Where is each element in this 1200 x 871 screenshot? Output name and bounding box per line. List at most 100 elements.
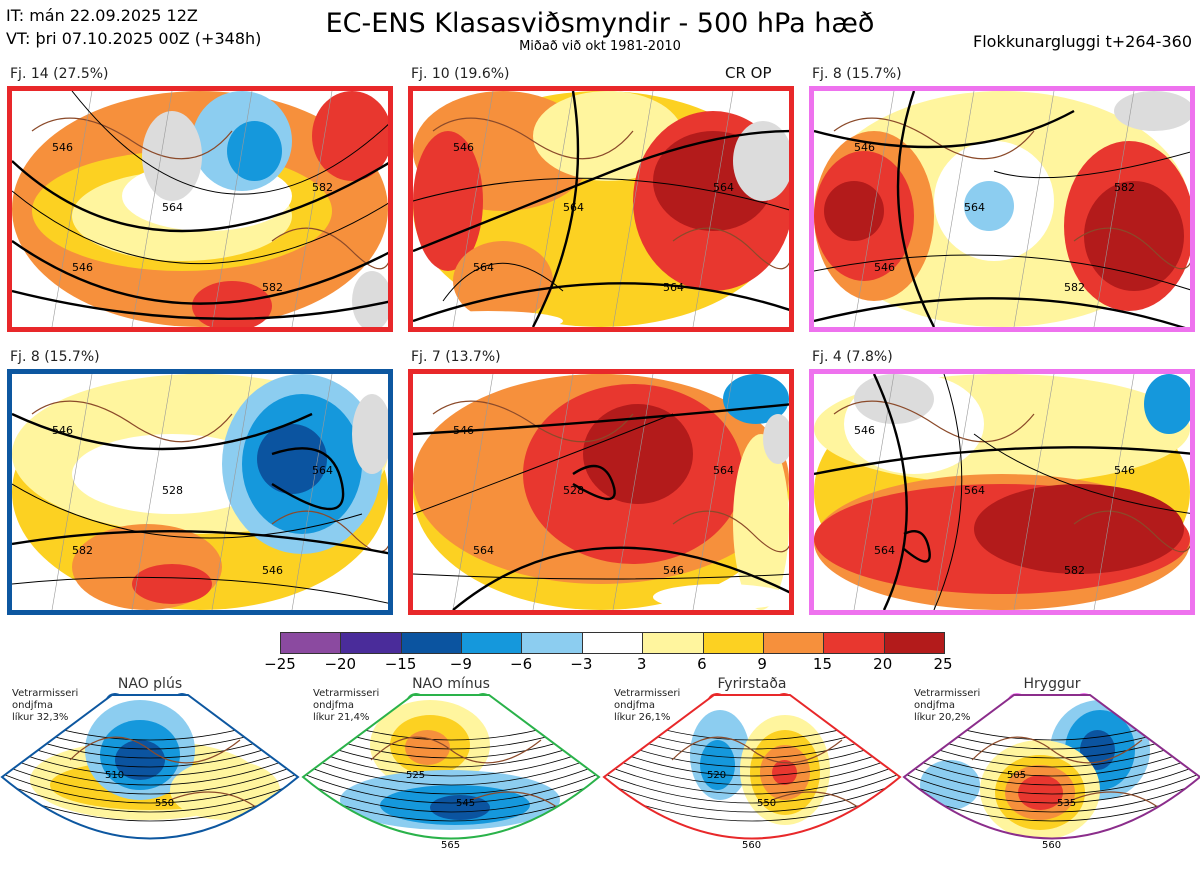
anomaly-shading (257, 424, 327, 494)
graticule-line (692, 91, 734, 327)
contour-label: 564 (312, 464, 333, 477)
colorbar-swatch (643, 633, 704, 653)
regime-info-line: líkur 20,2% (914, 712, 971, 723)
header-info: IT: mán 22.09.2025 12Z VT: þri 07.10.202… (6, 4, 261, 50)
anomaly-shading (733, 121, 789, 201)
anomaly-shading (453, 241, 553, 321)
contour-label: 582 (312, 181, 333, 194)
graticule-line (291, 374, 333, 610)
regime-info-line: Vetrarmisseri (614, 688, 681, 699)
height-contour (413, 413, 674, 515)
anomaly-shading (132, 564, 212, 604)
regime-contour-label: 545 (456, 798, 475, 809)
colorbar-tick-label: −15 (384, 655, 417, 673)
graticule-line (853, 91, 895, 327)
contour-label: 564 (964, 484, 985, 497)
regime-anomaly-shading (170, 760, 280, 820)
panel-label-3: Fj. 8 (15.7%) (812, 66, 902, 82)
regime-contour (303, 745, 599, 777)
colorbar-tick-label: 6 (697, 655, 707, 673)
graticule-line (51, 374, 93, 610)
map-graphic: 546 528 546 564 564 (413, 374, 789, 610)
anomaly-shading (227, 121, 282, 181)
graticule-line (131, 374, 173, 610)
coastline (833, 400, 1190, 553)
colorbar-tick-label: −9 (449, 655, 472, 673)
contour-label: 582 (1064, 281, 1085, 294)
colorbar-swatch (341, 633, 402, 653)
regime-info-line: ondjfma (12, 700, 53, 711)
colorbar-tick-label: 15 (812, 655, 832, 673)
regime-contour-label: 535 (1057, 798, 1076, 809)
colorbar-tick-label: 9 (757, 655, 767, 673)
contour-label: 546 (1114, 464, 1135, 477)
contour-label: 546 (663, 564, 684, 577)
page-subtitle: Miðað við okt 1981-2010 (519, 39, 681, 54)
panel-label-4: Fj. 8 (15.7%) (10, 349, 100, 365)
regime-info-line: Vetrarmisseri (914, 688, 981, 699)
coastline (833, 117, 1190, 270)
height-contour (531, 91, 580, 327)
colorbar-swatch (281, 633, 342, 653)
regime-contour (904, 781, 1200, 813)
regime-contour-label: 510 (105, 770, 124, 781)
contour-label: 528 (563, 484, 584, 497)
coastline (432, 400, 789, 553)
cluster-map-3: 546 564 582 582 546 (809, 86, 1195, 332)
colorbar-tick-label: −6 (510, 655, 533, 673)
colorbar-swatch (763, 633, 825, 653)
height-contour (12, 190, 388, 265)
height-contour (12, 529, 388, 555)
height-contour (12, 160, 388, 233)
regime-fan-map: 505 535 560 (902, 694, 1200, 851)
height-contour (872, 374, 908, 610)
regime-anomaly-shading (1018, 775, 1063, 810)
contour-label: 546 (262, 564, 283, 577)
height-contour (413, 403, 789, 436)
regime-contour-label: 525 (406, 770, 425, 781)
graticule-line (692, 374, 734, 610)
regime-anomaly-shading (700, 740, 735, 790)
regime-contour (604, 763, 900, 795)
contour-label: 546 (52, 141, 73, 154)
classification-window: Flokkunargluggi t+264-360 (973, 32, 1192, 51)
colorbar-labels: −25 −20 −15 −9 −6 −3 3 6 9 15 20 25 (264, 655, 952, 675)
regime-fan-outline (0, 694, 300, 840)
regime-coastline (370, 736, 562, 811)
graticule-line (612, 374, 654, 610)
colorbar-swatch (703, 633, 764, 653)
graticule-line (1093, 91, 1135, 327)
contour-label: 564 (473, 544, 494, 557)
graticule-line (853, 374, 895, 610)
regime-contour (2, 754, 298, 786)
anomaly-shading (142, 111, 202, 201)
coastline (31, 117, 388, 270)
graticule-line (291, 91, 333, 327)
regime-contour-label: 560 (742, 840, 761, 851)
regime-fan-outline (602, 694, 902, 840)
height-contour (413, 129, 789, 253)
regime-info-line: líkur 32,3% (12, 712, 69, 723)
anomaly-shading (763, 414, 789, 464)
regime-info-line: líkur 21,4% (313, 712, 370, 723)
cluster-map-2: 546 564 564 564 564 (408, 86, 794, 332)
contour-label: 564 (713, 181, 734, 194)
regime-anomaly-shading (430, 795, 490, 820)
regime-contour (904, 745, 1200, 777)
contour-label: 528 (162, 484, 183, 497)
colorbar-tick-label: 3 (636, 655, 647, 673)
panel-label-2: Fj. 10 (19.6%) (411, 66, 510, 82)
regime-anomaly-shading (405, 730, 450, 765)
height-contour (572, 464, 616, 501)
regime-info: Vetrarmisseri ondjfma líkur 32,3% (12, 688, 78, 724)
graticule-line (933, 91, 975, 327)
contour-label: 564 (713, 464, 734, 477)
height-contour (271, 447, 345, 510)
regime-info-line: Vetrarmisseri (12, 688, 79, 699)
regime-anomaly-shading (115, 740, 165, 780)
regime-contour (2, 781, 298, 813)
height-contour (903, 529, 931, 563)
anomaly-shading (312, 91, 388, 181)
contour-label: 564 (874, 544, 895, 557)
contour-label: 582 (72, 544, 93, 557)
